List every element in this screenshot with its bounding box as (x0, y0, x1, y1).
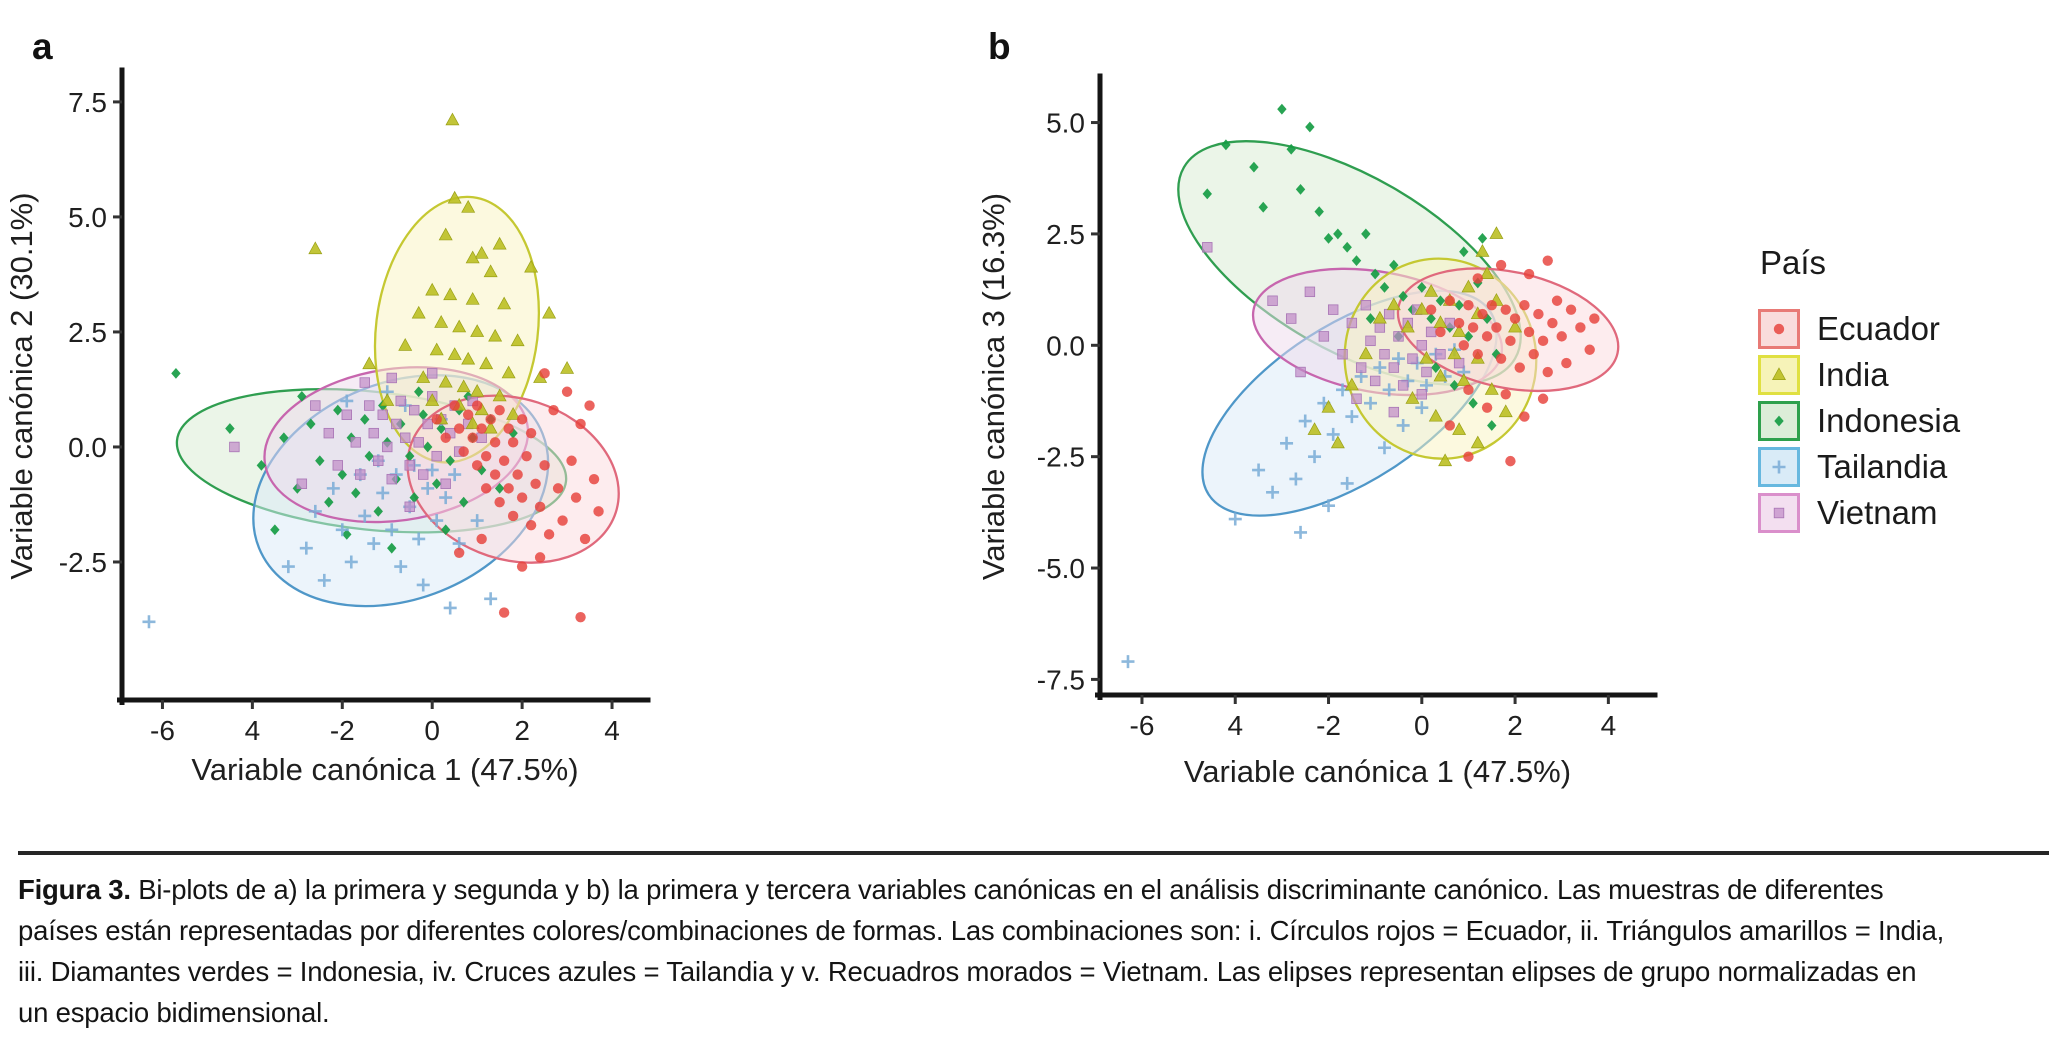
legend-label: Indonesia (1817, 402, 1961, 439)
caption-line-4: un espacio bidimensional. (18, 997, 330, 1028)
axes-b (1095, 73, 1658, 700)
caption-line-1-text: Bi-plots de a) la primera y segunda y b)… (130, 874, 1884, 905)
panel-a-plot: -6 4 -2 0 2 4 7.5 5.0 2.5 0.0 -2.5 Variable canónic… (4, 67, 651, 787)
legend-swatch-plus-icon (1758, 447, 1800, 487)
legend-entry-tailandia: Tailandia (1758, 444, 1960, 490)
legend: País Ecuador India Indonesia Tailandia Vietn… (1758, 244, 1960, 536)
legend-swatch-triangle-icon (1758, 355, 1800, 395)
panel-b-label: b (988, 26, 1011, 67)
legend-label: Tailandia (1817, 448, 1948, 485)
panel-b-plot: -6 4 -2 0 2 4 5.0 2.5 0.0 -2.5 -5.0 -7.5 Variable ca… (976, 73, 1658, 789)
caption-line-2: países están representadas por diferente… (18, 915, 1945, 946)
y-tick-label: 2.5 (68, 317, 107, 348)
legend-entry-ecuador: Ecuador (1758, 306, 1960, 352)
x-tick-label: -6 (150, 715, 175, 746)
y-tick-label: 2.5 (1046, 219, 1085, 250)
legend-label: India (1817, 356, 1889, 393)
x-tick-label: 4 (1227, 710, 1243, 741)
points-ecuador-b (1425, 255, 1600, 467)
x-axis-title-a: Variable canónica 1 (47.5%) (191, 752, 578, 787)
group-ellipses-a (175, 195, 620, 608)
legend-entry-indonesia: Indonesia (1758, 398, 1960, 444)
legend-label: Ecuador (1817, 310, 1940, 347)
y-tick-label: 5.0 (1046, 108, 1085, 139)
y-tick-label: -5.0 (1037, 553, 1085, 584)
y-axis-title-b: Variable canónica 3 (16.3%) (976, 193, 1011, 580)
figure-caption: Figura 3. Bi-plots de a) la primera y se… (18, 869, 2048, 1033)
panel-a-label: a (32, 26, 53, 67)
caption-figure-label: Figura 3. (18, 874, 131, 905)
x-tick-label: 0 (1414, 710, 1430, 741)
x-axis-title-b: Variable canónica 1 (47.5%) (1184, 754, 1571, 789)
axes-a (117, 67, 651, 705)
y-tick-label: 7.5 (68, 87, 107, 118)
x-tick-label: -2 (330, 715, 355, 746)
ticks-a: -6 4 -2 0 2 4 7.5 5.0 2.5 0.0 -2.5 (59, 87, 620, 746)
y-tick-label: 0.0 (1046, 330, 1085, 361)
legend-label: Vietnam (1817, 494, 1938, 531)
points-ecuador-a (431, 368, 604, 623)
legend-swatch-diamond-icon (1758, 401, 1800, 441)
points-india-a (308, 112, 575, 434)
y-tick-label: -2.5 (1037, 442, 1085, 473)
y-axis-title-a: Variable canónica 2 (30.1%) (4, 192, 39, 579)
y-tick-label: 0.0 (68, 432, 107, 463)
points-tailandia-a (142, 385, 498, 629)
legend-title: País (1760, 244, 1827, 281)
x-tick-label: 0 (424, 715, 440, 746)
y-tick-label: -2.5 (59, 547, 107, 578)
caption-divider (18, 851, 2049, 855)
legend-entry-india: India (1758, 352, 1960, 398)
x-tick-label: 2 (514, 715, 530, 746)
x-tick-label: -6 (1130, 710, 1155, 741)
x-tick-label: 4 (1601, 710, 1617, 741)
legend-swatch-circle-icon (1758, 309, 1800, 349)
legend-entry-vietnam: Vietnam (1758, 490, 1960, 536)
x-tick-label: 4 (245, 715, 261, 746)
x-tick-label: -2 (1316, 710, 1341, 741)
y-tick-label: 5.0 (68, 202, 107, 233)
ticks-b: -6 4 -2 0 2 4 5.0 2.5 0.0 -2.5 -5.0 -7.5 (1037, 108, 1616, 741)
caption-line-1: Figura 3. Bi-plots de a) la primera y se… (18, 869, 2048, 910)
legend-rows: Ecuador India Indonesia Tailandia Vietnam (1758, 306, 1960, 536)
legend-swatch-square-icon (1758, 493, 1800, 533)
y-tick-label: -7.5 (1037, 664, 1085, 695)
x-tick-label: 4 (604, 715, 620, 746)
x-tick-label: 2 (1507, 710, 1523, 741)
caption-line-3: iii. Diamantes verdes = Indonesia, iv. C… (18, 956, 1917, 987)
